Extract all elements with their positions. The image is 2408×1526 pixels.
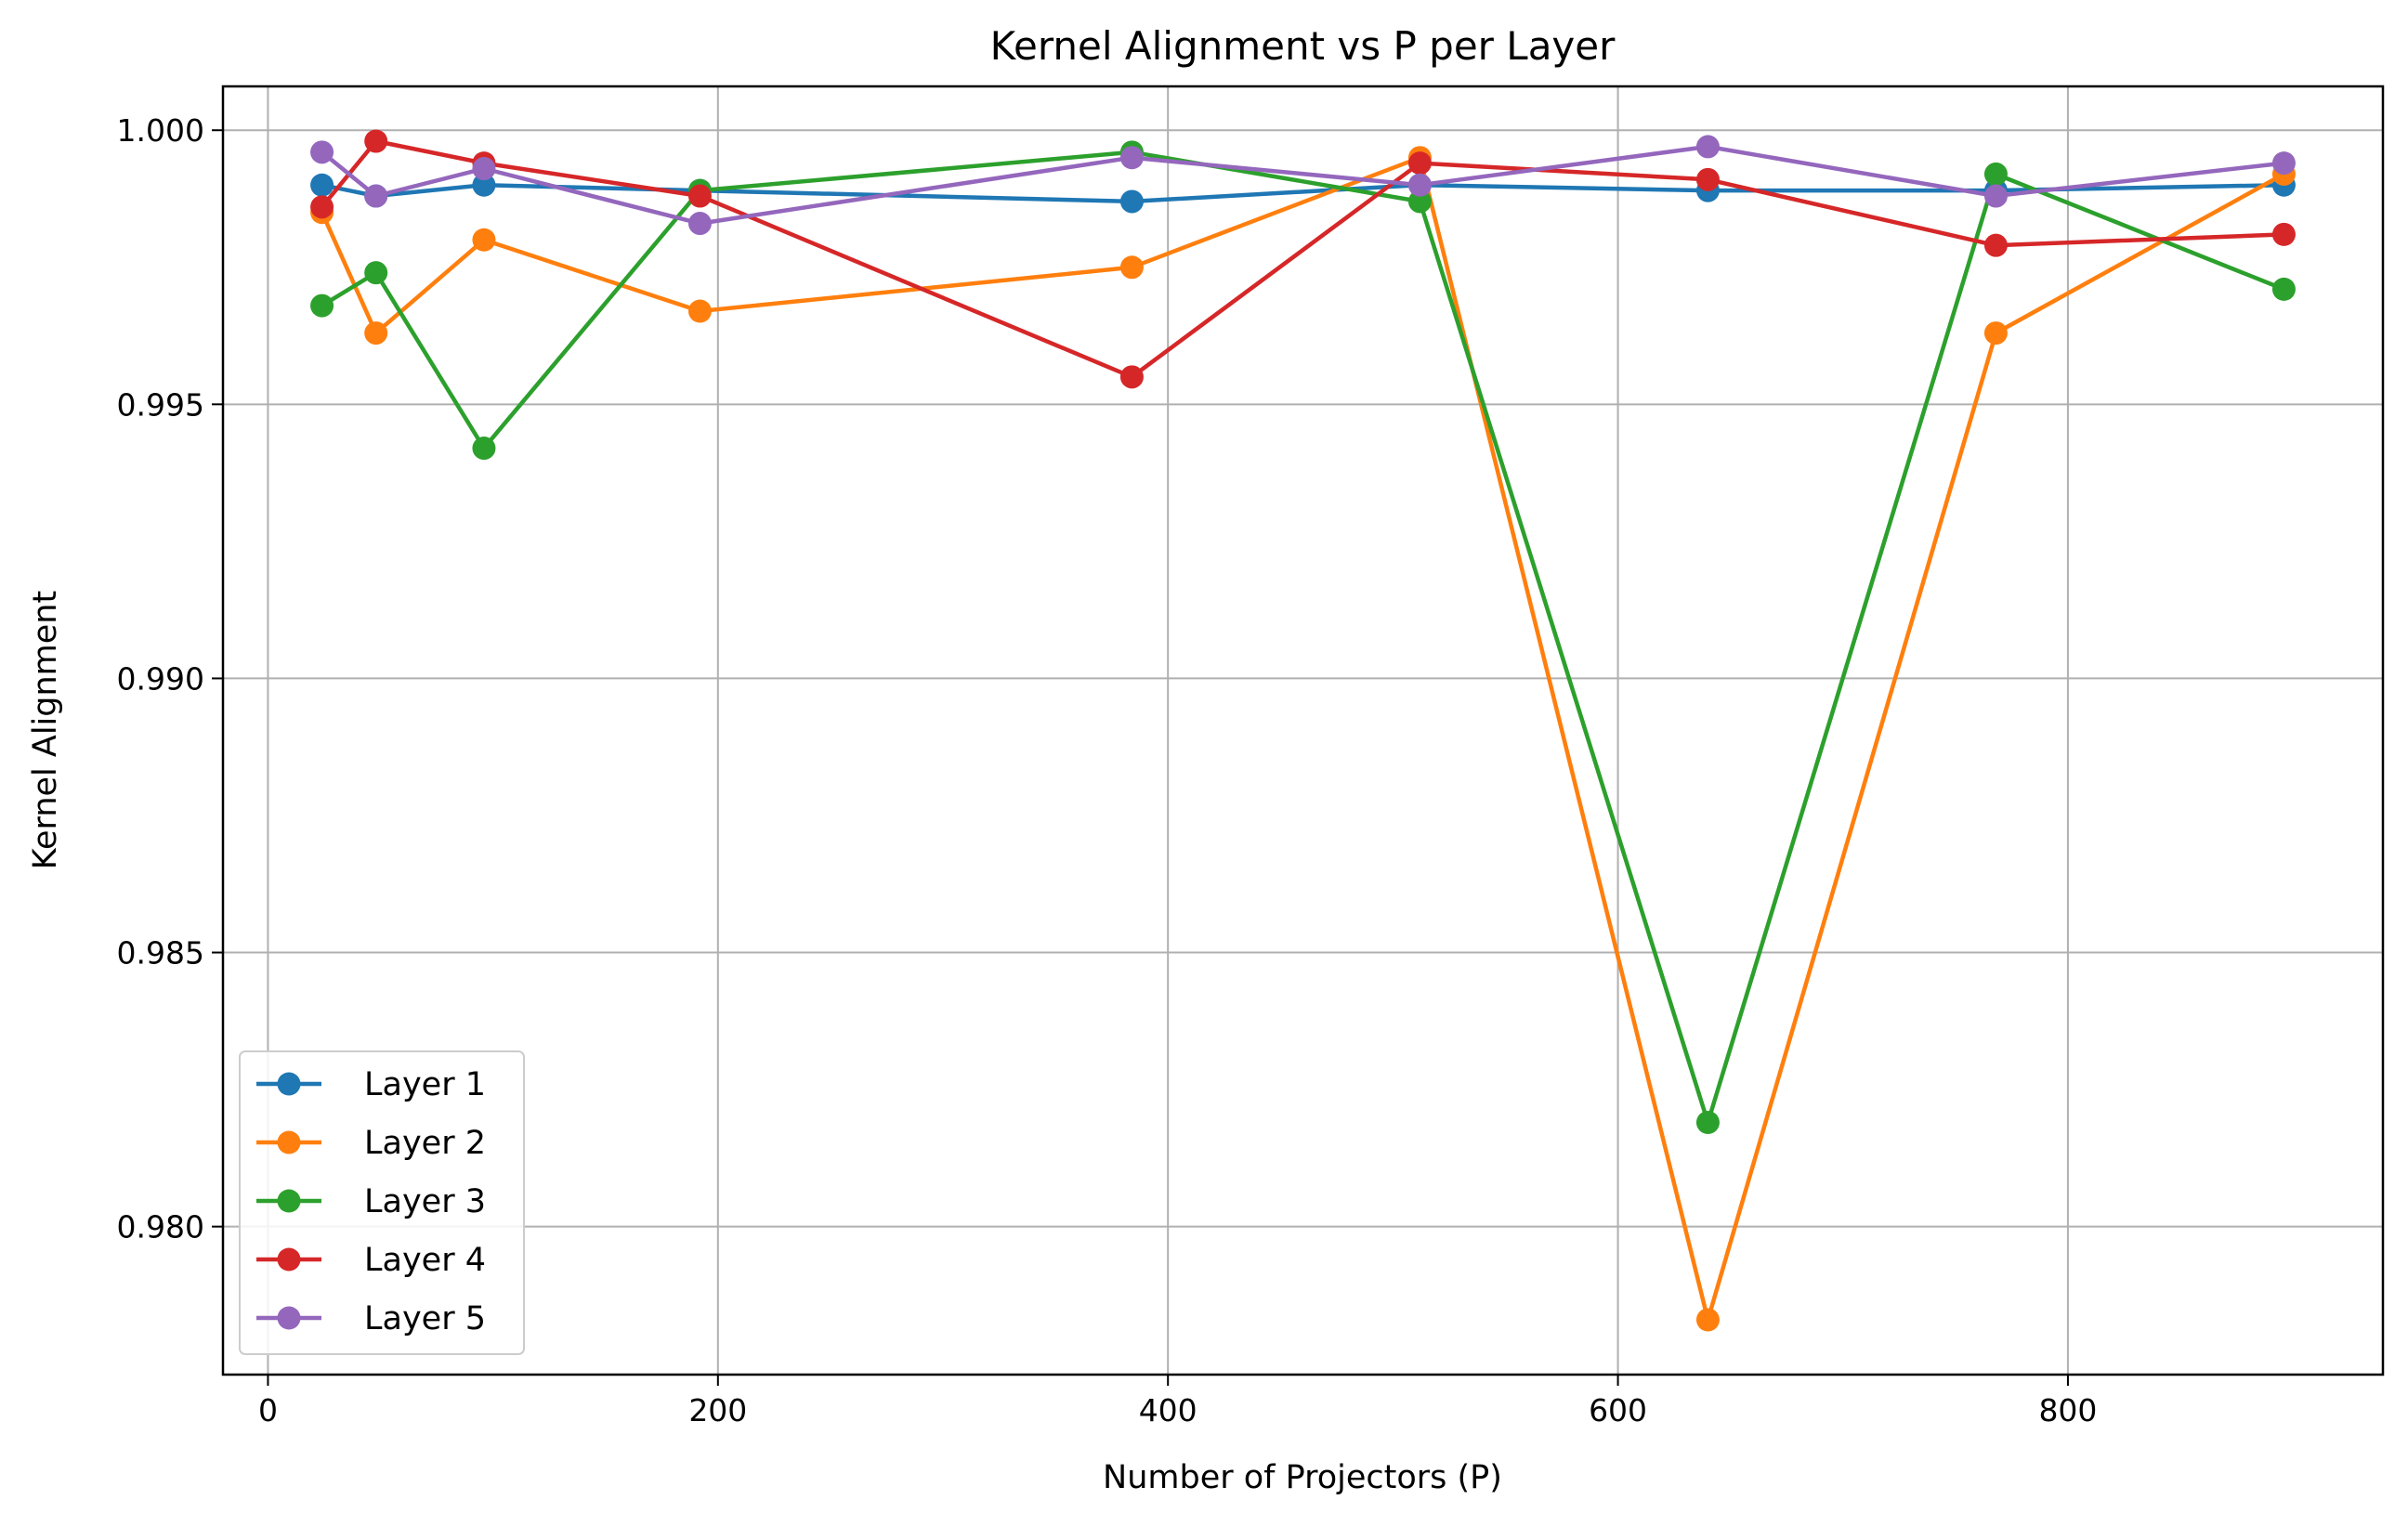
data-point [310, 293, 334, 318]
data-point [1983, 233, 2008, 257]
data-point [1119, 255, 1144, 280]
legend-entry: Layer 1 [256, 1066, 486, 1103]
data-point [687, 184, 712, 208]
grid [223, 86, 2383, 1375]
data-point [687, 212, 712, 236]
data-point [472, 157, 496, 181]
data-point [1119, 189, 1144, 214]
series-layer-4 [310, 129, 2296, 389]
chart-title: Kernel Alignment vs P per Layer [990, 23, 1616, 69]
data-point [1407, 189, 1432, 214]
data-point [1983, 162, 2008, 186]
data-point [1695, 167, 1720, 191]
data-point [310, 140, 334, 164]
series-lines [310, 129, 2296, 1332]
y-axis-label: Kernel Alignment [27, 591, 64, 869]
y-tick-label: 0.990 [117, 660, 204, 697]
data-point [1119, 365, 1144, 389]
data-point [1119, 146, 1144, 170]
axis-ticks: 0 200 400 600 800 0.980 0.985 0.990 0.995 1.000 [117, 112, 2098, 1428]
x-axis-label: Number of Projectors (P) [1103, 1459, 1502, 1496]
legend-marker [277, 1247, 301, 1272]
data-point [364, 261, 388, 285]
y-tick-label: 0.980 [117, 1209, 204, 1246]
legend-marker [277, 1189, 301, 1213]
data-point [364, 184, 388, 208]
data-point [364, 321, 388, 346]
data-point [1407, 151, 1432, 176]
legend-entry: Layer 3 [256, 1183, 486, 1220]
legend-entry: Layer 2 [256, 1125, 486, 1162]
legend-marker [277, 1306, 301, 1330]
legend-entry: Layer 5 [256, 1300, 486, 1337]
data-point [310, 195, 334, 219]
data-point [310, 173, 334, 197]
x-tick-label: 400 [1139, 1392, 1197, 1428]
y-tick-label: 1.000 [117, 112, 204, 149]
data-point [1983, 321, 2008, 346]
legend-label: Layer 5 [364, 1300, 486, 1337]
legend-entry: Layer 4 [256, 1242, 486, 1279]
legend: Layer 1 Layer 2 Layer 3 Layer 4 Layer 5 [239, 1050, 525, 1355]
series-layer-5 [310, 135, 2296, 236]
legend-label: Layer 2 [364, 1125, 486, 1162]
legend-marker [277, 1072, 301, 1096]
data-point [2271, 151, 2296, 176]
data-point [1695, 1308, 1720, 1332]
legend-box [239, 1050, 525, 1355]
legend-label: Layer 3 [364, 1183, 486, 1220]
y-tick-label: 0.995 [117, 386, 204, 423]
plot-frame [221, 85, 2385, 1376]
data-point [2271, 277, 2296, 301]
data-point [472, 173, 496, 197]
x-tick-label: 600 [1589, 1392, 1647, 1428]
y-tick-label: 0.985 [117, 935, 204, 972]
legend-marker [277, 1130, 301, 1154]
legend-label: Layer 1 [364, 1066, 486, 1103]
x-tick-label: 200 [688, 1392, 747, 1428]
data-point [472, 228, 496, 252]
x-tick-label: 0 [258, 1392, 278, 1428]
data-point [1983, 184, 2008, 208]
data-point [1695, 1111, 1720, 1135]
legend-label: Layer 4 [364, 1242, 486, 1279]
data-point [1695, 135, 1720, 159]
x-tick-label: 800 [2038, 1392, 2097, 1428]
data-point [472, 437, 496, 461]
data-point [2271, 222, 2296, 246]
data-point [687, 299, 712, 323]
data-point [364, 129, 388, 153]
data-point [1407, 173, 1432, 197]
